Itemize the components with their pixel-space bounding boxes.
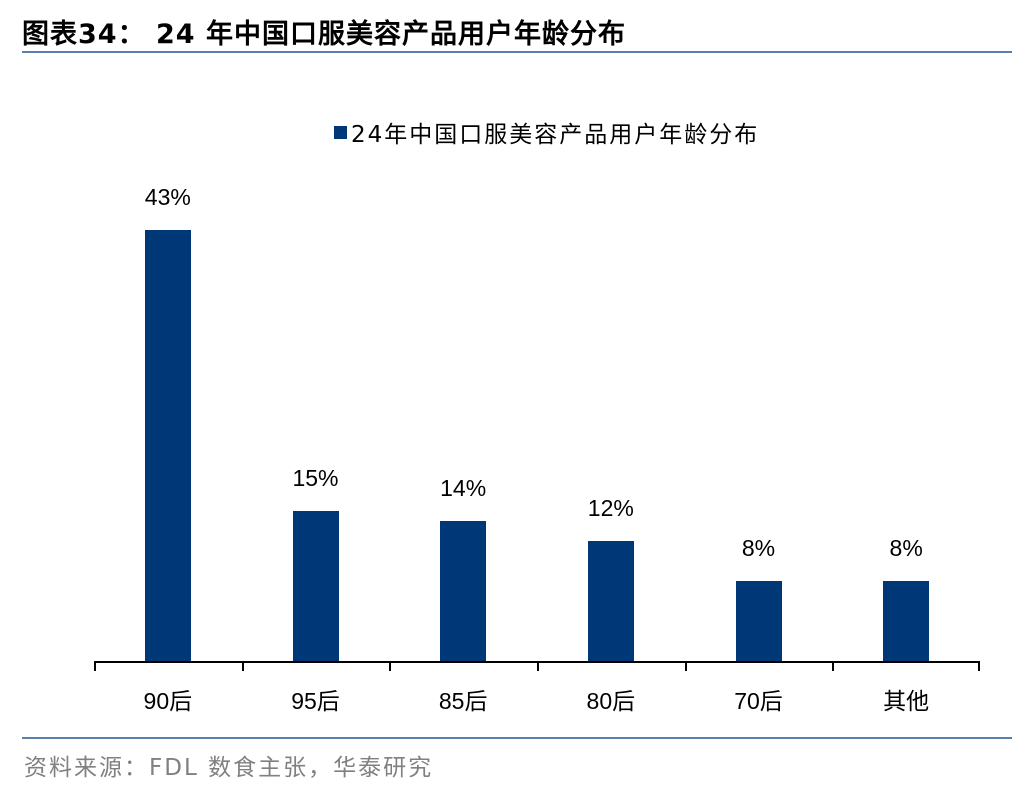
plot-area: 43% 90后 15% 95后 14% 85后 12% 80后 8% 70后 8% 其他	[94, 0, 980, 788]
bar-value-label: 8%	[741, 534, 776, 561]
x-axis-tick	[978, 661, 980, 671]
footer-divider	[22, 737, 1012, 739]
bar	[144, 230, 191, 661]
x-axis-tick	[242, 661, 244, 671]
bar-value-label: 8%	[889, 534, 923, 561]
x-axis-category-label: 90后	[143, 688, 193, 714]
bar	[440, 520, 487, 661]
bar-value-label: 15%	[292, 464, 339, 491]
bar-value-label: 14%	[440, 474, 487, 501]
chart-title: 图表34： 24 年中国口服美容产品用户年龄分布	[22, 19, 626, 50]
x-axis-category-label: 70后	[734, 688, 783, 714]
x-axis-category-label: 85后	[438, 688, 488, 714]
legend-swatch	[334, 125, 347, 139]
x-axis-tick	[685, 661, 687, 671]
bar	[587, 540, 634, 661]
source-note: 资料来源：FDL 数食主张，华泰研究	[24, 755, 434, 781]
x-axis-category-label: 80后	[586, 688, 636, 714]
legend: 24年中国口服美容产品用户年龄分布	[334, 115, 759, 149]
bar	[292, 510, 339, 661]
title-divider	[22, 51, 1012, 53]
bar	[735, 580, 782, 661]
legend-label: 24年中国口服美容产品用户年龄分布	[351, 122, 760, 148]
x-axis-tick	[537, 661, 539, 671]
x-axis-tick	[832, 661, 834, 671]
bar-value-label: 12%	[587, 494, 634, 521]
x-axis-category-label: 其他	[883, 688, 930, 714]
x-axis-tick	[389, 661, 391, 671]
bar	[883, 580, 930, 661]
x-axis-category-label: 95后	[291, 688, 340, 714]
bar-value-label: 43%	[144, 184, 191, 211]
x-axis-tick	[94, 661, 96, 671]
